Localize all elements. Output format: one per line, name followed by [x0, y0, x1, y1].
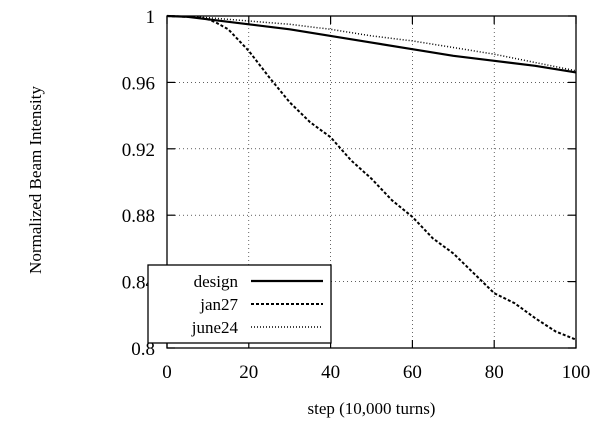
series-lines [166, 14, 577, 341]
legend-label-june24: june24 [191, 318, 239, 337]
x-tick-label: 20 [239, 362, 258, 383]
legend: design jan27 june24 [147, 264, 332, 344]
y-tick-label: 0.84 [122, 273, 156, 294]
y-tick-label: 0.88 [122, 206, 155, 227]
x-tick-label: 100 [562, 362, 591, 383]
x-tick-label: 40 [321, 362, 340, 383]
axis-ticks: 0 20 40 60 80 100 0.8 0.84 0.88 0.92 0.96 1 [122, 7, 591, 383]
x-tick-label: 0 [162, 362, 172, 383]
plot-frame [166, 15, 577, 349]
legend-label-jan27: jan27 [199, 295, 238, 314]
y-tick-label: 0.92 [122, 140, 155, 161]
series-line-june24 [166, 15, 577, 72]
x-axis-title: step (10,000 turns) [308, 399, 436, 418]
y-axis-title: Normalized Beam Intensity [26, 86, 45, 274]
legend-box [147, 264, 332, 344]
series-line-design [166, 14, 577, 74]
y-tick-label: 0.8 [131, 339, 155, 360]
y-tick-label: 0.96 [122, 73, 155, 94]
legend-label-design: design [194, 272, 239, 291]
x-tick-label: 80 [485, 362, 504, 383]
y-tick-label: 1 [146, 7, 156, 28]
legend-entries: design jan27 june24 [191, 272, 323, 337]
series-line-jan27 [166, 15, 577, 341]
x-tick-label: 60 [403, 362, 422, 383]
